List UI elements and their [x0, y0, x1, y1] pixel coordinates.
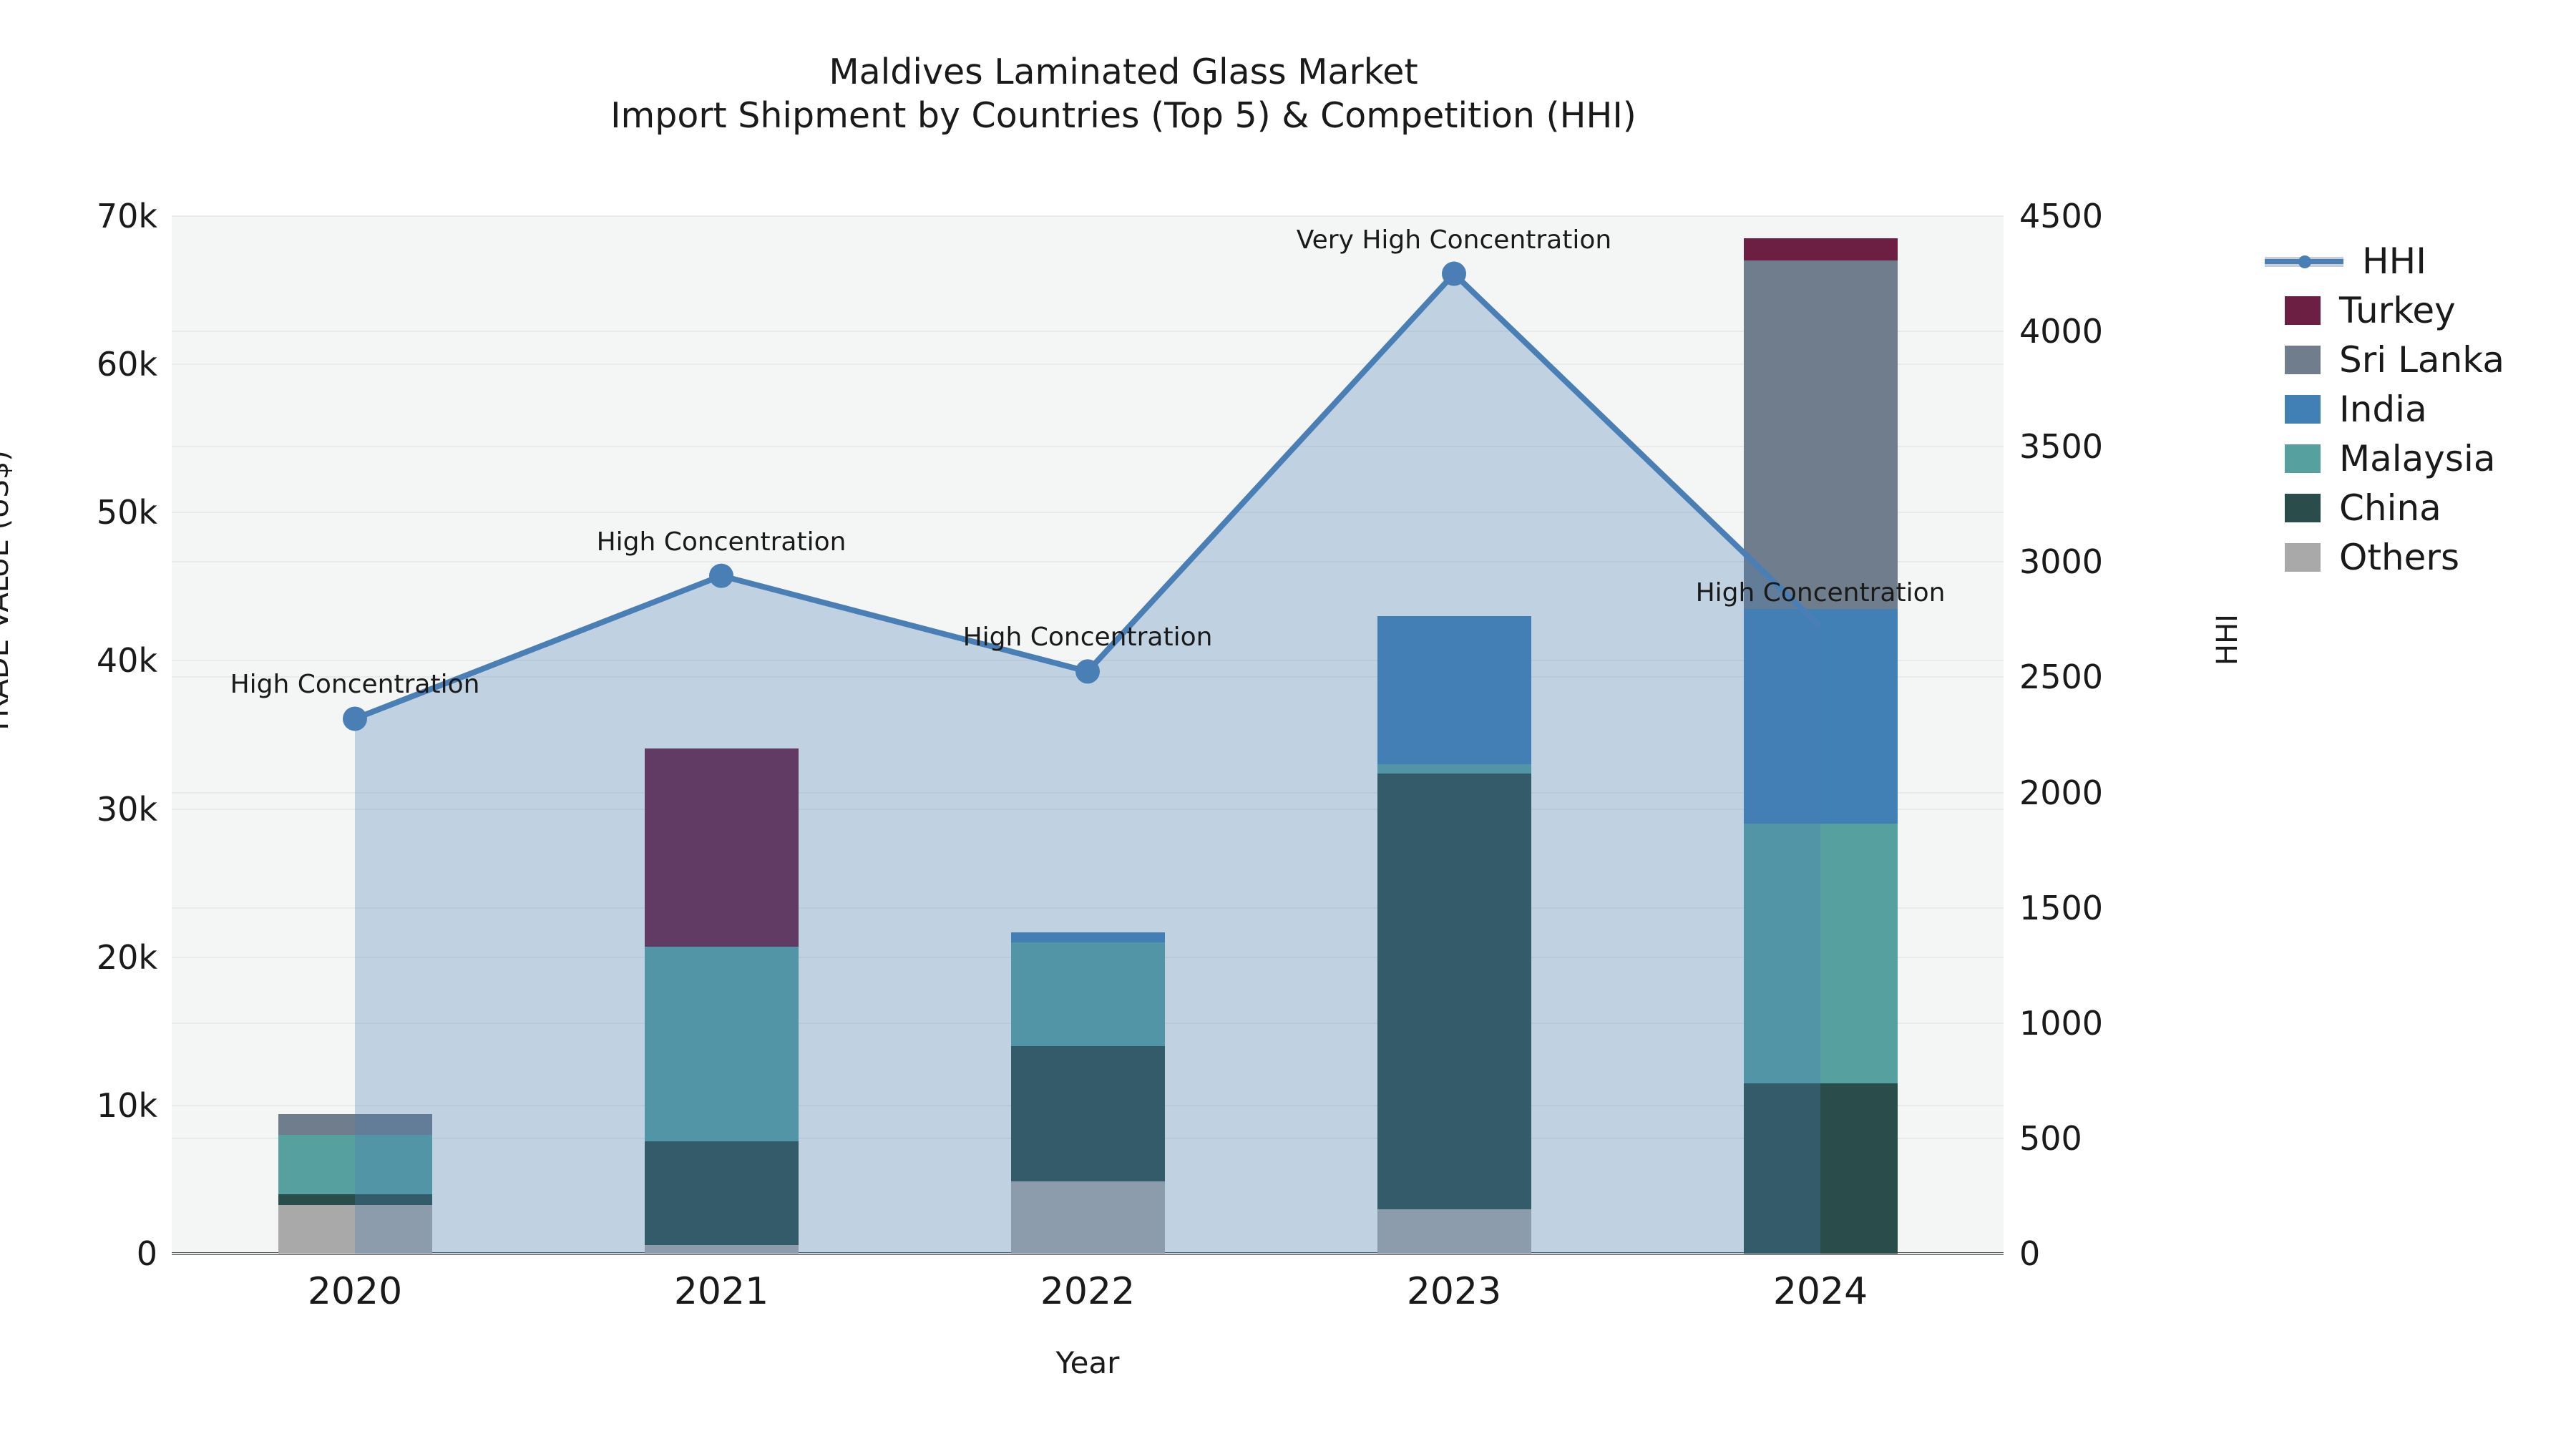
bar-segment-india	[1743, 608, 1898, 824]
y-axis-left-tick: 10k	[96, 1085, 157, 1125]
gridline	[172, 1253, 2004, 1254]
legend: HHI Turkey Sri Lanka India Malaysia China Othe…	[2265, 236, 2572, 582]
x-axis-label: Year	[1055, 1345, 1120, 1380]
bar-segment-others	[644, 1244, 799, 1254]
legend-color-swatch	[2285, 296, 2321, 325]
legend-item-others[interactable]: Others	[2265, 532, 2572, 582]
legend-color-swatch	[2285, 394, 2321, 424]
chart-title-line-2: Import Shipment by Countries (Top 5) & C…	[610, 95, 1636, 137]
hhi-annotation: High Concentration	[230, 670, 480, 700]
y-axis-left-tick: 0	[136, 1234, 157, 1273]
y-axis-left-tick: 70k	[96, 197, 157, 235]
bar-segment-malaysia	[644, 947, 799, 1141]
y-axis-left-tick: 60k	[96, 345, 157, 384]
legend-marker-dot	[2298, 255, 2311, 268]
hhi-annotation: High Concentration	[962, 623, 1213, 653]
bar-segment-india	[1377, 616, 1531, 765]
hhi-marker	[709, 563, 733, 588]
hhi-annotation: High Concentration	[596, 527, 847, 557]
bar-segment-india	[1010, 932, 1165, 942]
gridline	[172, 364, 2004, 366]
gridline	[172, 215, 2004, 217]
y-axis-right-tick: 2500	[2019, 658, 2104, 697]
legend-item-india[interactable]: India	[2265, 384, 2572, 434]
legend-label: HHI	[2362, 240, 2426, 282]
bar-segment-malaysia	[1743, 824, 1898, 1083]
bar-segment-china	[1743, 1083, 1898, 1254]
legend-label: China	[2339, 487, 2441, 529]
y-axis-right-tick: 1500	[2019, 888, 2104, 927]
gridline	[172, 808, 2004, 810]
y-axis-right-label: HHI	[2211, 614, 2244, 665]
chart-title: Maldives Laminated Glass Market Import S…	[0, 50, 2247, 138]
x-axis-tick: 2024	[1772, 1270, 1868, 1313]
legend-label: Others	[2339, 536, 2460, 578]
gridline	[172, 561, 2004, 563]
bar-segment-malaysia	[278, 1135, 432, 1195]
y-axis-left-tick: 50k	[96, 493, 157, 532]
x-axis-tick: 2021	[673, 1270, 769, 1313]
legend-color-swatch	[2285, 444, 2321, 473]
bar-segment-others	[278, 1204, 432, 1254]
y-axis-left-tick: 20k	[96, 937, 157, 977]
hhi-annotation: High Concentration	[1695, 577, 1946, 608]
bar-segment-china	[278, 1194, 432, 1205]
bar-segment-malaysia	[1377, 764, 1531, 774]
legend-color-swatch	[2285, 493, 2321, 522]
gridline	[172, 791, 2004, 794]
hhi-marker	[343, 706, 367, 731]
hhi-line-series	[343, 261, 1823, 1254]
legend-item-hhi[interactable]: HHI	[2265, 236, 2572, 286]
y-axis-right-tick: 1000	[2019, 1003, 2104, 1043]
y-axis-right-tick: 500	[2019, 1118, 2082, 1158]
legend-line-swatch	[2265, 247, 2343, 275]
bar-segment-sri-lanka	[278, 1114, 432, 1136]
legend-color-swatch	[2285, 542, 2321, 572]
legend-label: Sri Lanka	[2339, 338, 2504, 381]
legend-label: Malaysia	[2339, 437, 2496, 479]
bar-segment-turkey	[1743, 238, 1898, 261]
y-axis-right-tick: 4000	[2019, 312, 2104, 351]
legend-label: Turkey	[2339, 289, 2456, 331]
legend-item-china[interactable]: China	[2265, 483, 2572, 532]
hhi-marker	[1075, 659, 1100, 684]
legend-color-swatch	[2285, 345, 2321, 374]
y-axis-left-label: TRADE VALUE (US$)	[0, 450, 15, 735]
bar-segment-others	[1377, 1209, 1531, 1254]
y-axis-right-tick: 0	[2019, 1234, 2041, 1273]
y-axis-right-tick: 3500	[2019, 427, 2104, 467]
legend-item-turkey[interactable]: Turkey	[2265, 286, 2572, 335]
y-axis-right-tick: 3000	[2019, 542, 2104, 582]
legend-item-malaysia[interactable]: Malaysia	[2265, 434, 2572, 483]
bar-segment-china	[644, 1141, 799, 1245]
legend-item-sri-lanka[interactable]: Sri Lanka	[2265, 335, 2572, 384]
gridline	[172, 512, 2004, 514]
hhi-annotation: Very High Concentration	[1296, 225, 1612, 255]
bar-segment-others	[1010, 1181, 1165, 1254]
hhi-area-fill	[355, 273, 1820, 1254]
gridline	[172, 446, 2004, 448]
bar-segment-china	[1010, 1046, 1165, 1181]
bar-segment-malaysia	[1010, 942, 1165, 1046]
bar-segment-turkey	[644, 748, 799, 947]
y-axis-left-tick: 30k	[96, 789, 157, 829]
hhi-marker	[1442, 261, 1466, 286]
x-axis-tick: 2022	[1040, 1270, 1136, 1313]
gridline	[172, 907, 2004, 909]
chart-title-line-1: Maldives Laminated Glass Market	[829, 52, 1418, 92]
x-axis-tick: 2020	[307, 1270, 403, 1313]
y-axis-left-tick: 40k	[96, 641, 157, 680]
legend-label: India	[2339, 388, 2427, 430]
bar-segment-china	[1377, 773, 1531, 1209]
y-axis-right-tick: 2000	[2019, 773, 2104, 812]
bar-segment-sri-lanka	[1743, 260, 1898, 609]
x-axis-tick: 2023	[1406, 1270, 1502, 1313]
y-axis-right-tick: 4500	[2019, 197, 2104, 235]
gridline	[172, 331, 2004, 333]
